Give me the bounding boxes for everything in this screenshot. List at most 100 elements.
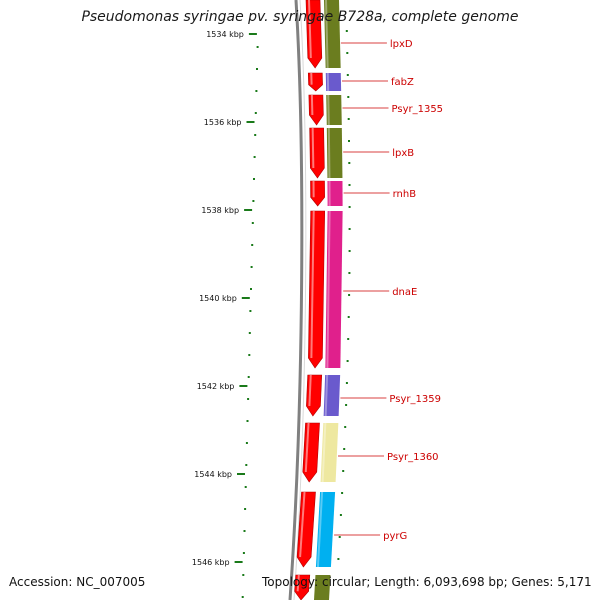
track-dot	[346, 74, 349, 76]
ruler-dot	[241, 596, 244, 598]
gene-block-sheen	[324, 374, 329, 417]
ruler-tick-label: 1534 kbp	[206, 30, 244, 39]
strand-arrow-sheen	[308, 374, 312, 407]
ruler-major-tick	[237, 473, 245, 475]
track-dot	[348, 272, 351, 274]
ruler-dot	[251, 222, 254, 224]
ruler-dot	[255, 90, 258, 92]
gene-label-psyr_1360[interactable]: Psyr_1360	[387, 452, 439, 463]
ruler-dot	[252, 200, 255, 202]
backbone-highlight	[293, 0, 307, 600]
track-dot	[337, 558, 340, 560]
ruler-dot	[246, 420, 249, 422]
ruler-major-tick	[244, 209, 253, 211]
track-dot	[347, 316, 350, 318]
ruler-dot	[244, 508, 247, 510]
ruler-major-tick	[241, 297, 250, 299]
gene-block-sheen	[327, 127, 331, 179]
track-dot	[338, 536, 341, 538]
gene-block-psyr_1355	[326, 95, 342, 125]
ruler-tick-label: 1544 kbp	[194, 470, 232, 479]
ruler-dot	[250, 266, 253, 268]
gene-label-dnae[interactable]: dnaE	[392, 287, 417, 298]
ruler-tick-label: 1538 kbp	[201, 206, 239, 215]
track-dot	[347, 338, 350, 340]
strand-arrow-sheen	[311, 127, 315, 169]
track-dot	[348, 228, 351, 230]
ruler-dot	[245, 442, 248, 444]
topology-text: Topology: circular; Length: 6,093,698 bp…	[262, 575, 592, 589]
track-dot	[339, 514, 342, 516]
ruler-dot	[244, 486, 247, 488]
ruler-dot	[248, 354, 251, 356]
arrow-track	[294, 0, 326, 600]
gene-label-pyrg[interactable]: pyrG	[383, 531, 407, 542]
ruler-layer: 1534 kbp 1536 kbp 1538 kbp 1540 kbp 1542 kbp…	[192, 30, 259, 598]
track-dot	[348, 206, 351, 208]
gene-block-psyr_1360	[320, 423, 339, 482]
ruler-dot	[243, 530, 246, 532]
track-dot	[344, 426, 347, 428]
ruler-tick-label: 1542 kbp	[197, 382, 235, 391]
ruler-dot	[248, 332, 251, 334]
strand-arrow	[302, 422, 320, 483]
ruler-dot	[254, 134, 257, 136]
genome-title: Pseudomonas syringae pv. syringae B728a,…	[81, 9, 519, 25]
ruler-dot	[247, 398, 250, 400]
track-dot	[347, 96, 350, 98]
gene-block-sheen	[326, 210, 331, 369]
ruler-dot	[254, 112, 257, 114]
gene-track	[314, 0, 351, 600]
ruler-major-tick	[234, 561, 243, 563]
gene-label-rnhb[interactable]: rnhB	[393, 189, 417, 200]
accession-text: Accession: NC_007005	[9, 575, 146, 589]
gene-label-fabz[interactable]: fabZ	[391, 77, 414, 88]
ruler-dot	[247, 376, 250, 378]
track-dot	[348, 184, 351, 186]
ruler-dot	[251, 244, 254, 246]
gene-labels: lpxD fabZ Psyr_1355 lpxB rnhB dnaE Psyr_1359 Ps…	[334, 39, 443, 542]
gene-block-rnhb	[327, 181, 343, 206]
track-dot	[345, 382, 348, 384]
gene-label-psyr_1355[interactable]: Psyr_1355	[392, 104, 444, 115]
gene-label-lpxb[interactable]: lpxB	[392, 148, 414, 159]
gene-label-lpxd[interactable]: lpxD	[390, 39, 413, 50]
gene-label-psyr_1359[interactable]: Psyr_1359	[389, 394, 441, 405]
ruler-major-tick	[248, 33, 257, 35]
ruler-tick-label: 1540 kbp	[199, 294, 237, 303]
ruler-tick-label: 1546 kbp	[192, 558, 230, 567]
gene-block-sheen	[316, 491, 324, 568]
backbone-layer	[288, 0, 307, 600]
ruler-dot	[256, 46, 259, 48]
track-dot	[346, 360, 349, 362]
ruler-dot	[256, 68, 258, 70]
strand-arrow-sheen	[296, 574, 300, 592]
track-dot	[348, 294, 351, 296]
gene-block-lpxb	[326, 128, 343, 178]
track-dot	[346, 52, 349, 54]
track-dot	[348, 140, 350, 142]
gene-block-lpxd	[324, 0, 341, 68]
ruler-dot	[253, 178, 255, 180]
gene-block-psyr_1359	[323, 375, 341, 416]
ruler-dot	[242, 574, 245, 576]
track-dot	[345, 404, 348, 406]
ruler-dot	[242, 552, 245, 554]
gene-block-sheen	[325, 0, 329, 69]
gene-block-sheen	[327, 94, 330, 126]
strand-arrow-sheen	[299, 491, 306, 558]
strand-arrow	[296, 491, 316, 568]
strand-arrow-sheen	[304, 422, 310, 473]
track-dot	[345, 30, 348, 32]
track-dot	[347, 118, 350, 120]
strand-arrow	[306, 374, 323, 417]
strand-arrow-sheen	[310, 210, 315, 359]
ruler-tick-label: 1536 kbp	[204, 118, 242, 127]
gene-block-continuation	[314, 575, 331, 600]
gene-block-fabz	[325, 73, 342, 91]
gene-block-pyrg	[315, 492, 336, 567]
ruler-dot	[250, 288, 252, 290]
track-dot	[341, 492, 344, 494]
track-dot	[348, 162, 351, 164]
